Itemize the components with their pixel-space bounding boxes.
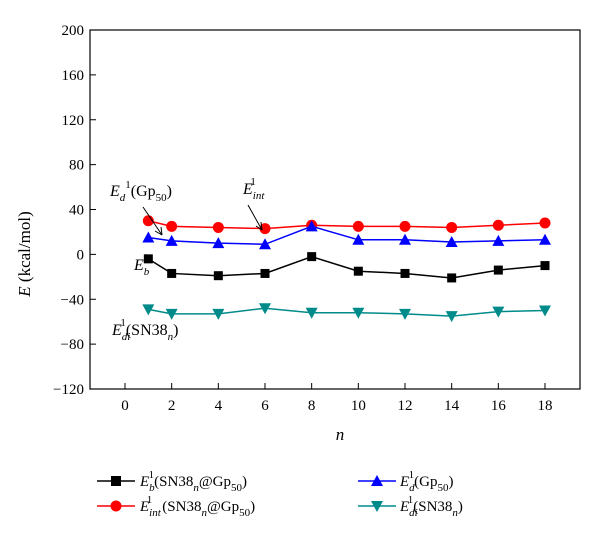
- data-point: [493, 265, 503, 275]
- data-point: [539, 233, 551, 245]
- legend-item-edi: Edi1(SN38n): [358, 494, 463, 519]
- svg-text:Edi1(SN38n): Edi1(SN38n): [399, 494, 463, 519]
- legend-item-eb: Eb1(SN38n@Gp50): [97, 469, 247, 494]
- series-line-0: [147, 255, 546, 279]
- data-point: [352, 307, 365, 319]
- data-point: [165, 308, 178, 320]
- data-point: [307, 252, 317, 262]
- svg-text:Edi1(SN38n): Edi1(SN38n): [111, 317, 178, 343]
- y-tick-label: 120: [62, 113, 85, 129]
- data-point: [400, 268, 410, 278]
- y-tick-label: 200: [62, 23, 85, 39]
- data-point: [259, 223, 271, 235]
- series-line-2: [148, 225, 546, 246]
- x-tick-label: 10: [351, 398, 366, 414]
- y-tick-label: 80: [69, 158, 84, 174]
- data-point: [353, 266, 363, 276]
- svg-text:Ed1(Gp50): Ed1(Gp50): [109, 179, 172, 204]
- x-tick-label: 18: [538, 398, 553, 414]
- data-point: [447, 273, 457, 283]
- x-axis-label: n: [336, 425, 345, 444]
- x-tick-label: 8: [308, 398, 316, 414]
- annotation-ed-gp50: Ed1(Gp50): [109, 179, 172, 236]
- x-tick-label: 2: [168, 398, 176, 414]
- annotation-edi: Edi1(SN38n): [111, 317, 178, 343]
- svg-text:Eb1(SN38n@Gp50): Eb1(SN38n@Gp50): [139, 469, 247, 494]
- series-layer: [142, 215, 551, 323]
- x-tick-label: 4: [215, 398, 223, 414]
- y-axis-label: E (kcal/mol): [15, 211, 34, 297]
- legend: Eb1(SN38n@Gp50) Eint1 (SN38n@Gp50) Ed1(Gp…: [97, 469, 463, 519]
- y-tick-label: 40: [69, 203, 84, 219]
- series-line-1: [148, 219, 546, 230]
- x-tick-label: 14: [444, 398, 460, 414]
- legend-item-eint: Eint1 (SN38n@Gp50): [97, 494, 255, 519]
- x-tick-label: 6: [261, 398, 269, 414]
- data-point: [492, 306, 505, 318]
- data-point: [165, 234, 178, 246]
- data-point: [492, 234, 505, 246]
- annotation-eint: Eint1: [242, 176, 265, 231]
- axes: −120 −80 −40 0 40 80 120 160 200 0 2 4 6 8 10 12 14 16 18: [53, 23, 581, 414]
- data-point: [445, 236, 458, 248]
- data-point: [492, 219, 504, 231]
- data-point: [213, 271, 223, 281]
- data-point: [166, 220, 178, 232]
- svg-text:Eint1: Eint1: [242, 176, 265, 202]
- x-tick-label: 12: [398, 398, 413, 414]
- svg-text:Eint1(SN38n@Gp50): Eint1 (SN38n@Gp50): [139, 494, 255, 519]
- y-tick-label: −80: [61, 337, 84, 353]
- data-point: [305, 307, 318, 319]
- data-point: [399, 220, 411, 232]
- data-point: [352, 220, 364, 232]
- data-point: [305, 220, 318, 232]
- data-point: [167, 268, 177, 278]
- data-point: [212, 308, 225, 320]
- series-line-3: [148, 307, 546, 317]
- data-point: [142, 304, 155, 316]
- y-tick-label: 0: [77, 247, 85, 263]
- data-point: [445, 311, 458, 323]
- data-point: [539, 305, 551, 317]
- x-tick-label: 16: [491, 398, 507, 414]
- svg-text:Eb1: Eb1: [133, 252, 150, 278]
- legend-item-ed: Ed1(Gp50): [358, 469, 454, 494]
- y-tick-label: −40: [61, 292, 84, 308]
- data-point: [352, 233, 365, 245]
- data-point: [399, 233, 411, 245]
- y-tick-label: −120: [53, 382, 84, 398]
- svg-text:Ed1(Gp50): Ed1(Gp50): [399, 469, 454, 494]
- data-point: [260, 268, 270, 278]
- data-point: [540, 261, 550, 271]
- data-point: [446, 221, 458, 233]
- data-point: [399, 308, 411, 320]
- data-point: [259, 303, 271, 315]
- data-point: [143, 254, 153, 264]
- data-point: [212, 221, 224, 233]
- data-point: [212, 237, 225, 249]
- data-point: [142, 231, 155, 243]
- annotation-eb: Eb1: [133, 252, 150, 278]
- data-point: [259, 238, 271, 250]
- x-tick-label: 0: [121, 398, 129, 414]
- data-point: [539, 217, 551, 229]
- y-tick-label: 160: [62, 68, 85, 84]
- data-point: [142, 215, 154, 227]
